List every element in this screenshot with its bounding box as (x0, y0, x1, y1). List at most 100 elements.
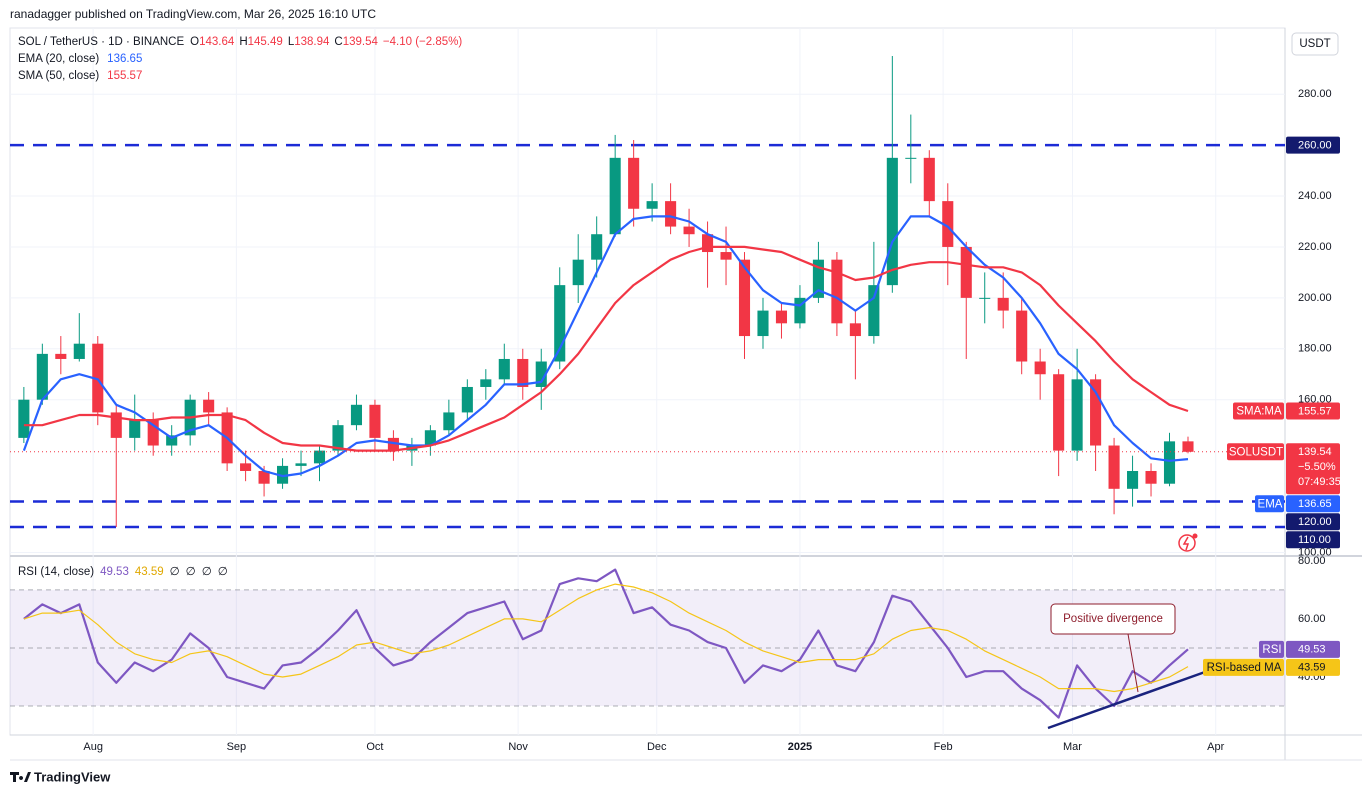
x-tick-label: Feb (934, 741, 953, 753)
candle-body (554, 285, 566, 362)
legend-part: −4.10 (−2.85%) (383, 36, 462, 48)
candle-body (812, 259, 824, 298)
badge-value: 139.54 (1298, 446, 1332, 458)
candle-body (794, 297, 806, 324)
badge-value-box (1286, 513, 1340, 531)
y-tick-label: 200.00 (1298, 292, 1332, 304)
candle-body (424, 430, 436, 446)
badge-label-box (1255, 495, 1284, 513)
legend-part: C (334, 36, 342, 48)
candle-body (757, 310, 769, 337)
candle-body (720, 252, 732, 260)
candle-body (960, 246, 972, 298)
indicator-line (23, 245, 1189, 452)
candle-body (517, 358, 529, 387)
candle-body (55, 353, 67, 359)
candle-body (868, 285, 880, 337)
candle-body (609, 157, 621, 235)
badge-value-box (1286, 640, 1340, 658)
badge-label-box (1233, 402, 1284, 420)
candle-body (628, 157, 640, 209)
currency-box (1291, 32, 1339, 56)
legend-part: ∅ (218, 566, 228, 578)
candle-body (1163, 441, 1176, 484)
candle-body (1127, 470, 1139, 489)
badge-value-box (1286, 443, 1340, 495)
rsi-trendline (1047, 670, 1206, 730)
badge-value: 43.59 (1298, 662, 1326, 674)
candle-body (1090, 379, 1102, 446)
candle-body (480, 379, 492, 387)
badge-value: 260.00 (1298, 140, 1332, 152)
badge-label: SOLUSDT (1229, 446, 1283, 458)
candle-body (572, 259, 584, 286)
candle-body (905, 157, 917, 159)
badge-value-box (1286, 531, 1340, 549)
x-tick-label: Oct (366, 741, 383, 753)
badge-value: −5.50% (1298, 461, 1336, 473)
candle-body (277, 465, 289, 484)
candle-body (129, 420, 141, 438)
legend-part: 43.59 (135, 566, 164, 578)
y-tick-label: 240.00 (1298, 190, 1332, 202)
x-tick-label: Mar (1063, 741, 1082, 753)
candle-body (147, 420, 159, 446)
candle-body (997, 297, 1009, 311)
callout-text: Positive divergence (1063, 613, 1163, 625)
candle-body (1108, 445, 1120, 489)
legend-part: 138.94 (294, 36, 330, 48)
logo[interactable]: TradingView (10, 769, 111, 784)
badge-label: SMA:MA (1236, 406, 1282, 418)
alert-icon[interactable] (1178, 534, 1196, 552)
currency: USDT (1299, 38, 1330, 50)
callout-pointer (1127, 633, 1139, 693)
logo-text: TradingView (34, 769, 111, 784)
legend: SMA (50, close) 155.57 (18, 70, 142, 82)
candle-body (923, 157, 935, 202)
candle-body (1016, 310, 1028, 362)
candle-body (738, 259, 751, 337)
x-tick-label: 2025 (788, 741, 812, 753)
candle-body (258, 470, 270, 484)
candle-body (203, 399, 215, 413)
candle-body (461, 386, 473, 413)
alert-bolt (1182, 536, 1190, 551)
alert-dot (1192, 533, 1198, 539)
badge-label-box (1259, 640, 1284, 658)
badge-value: 110.00 (1298, 534, 1331, 546)
candle-body (535, 361, 547, 387)
x-tick-label: Aug (83, 741, 103, 753)
candle-body (831, 259, 843, 324)
y-tick-label: 220.00 (1298, 241, 1332, 253)
legend-part: 143.64 (199, 36, 235, 48)
legend-part: 136.65 (107, 53, 142, 65)
candle-body (92, 343, 104, 413)
candle-body (1053, 374, 1065, 451)
candle-body (369, 404, 381, 438)
candle-body (591, 234, 603, 260)
badge-value: 49.53 (1298, 644, 1326, 656)
candle-body (886, 157, 898, 286)
badge-label-box (1203, 658, 1284, 676)
y-tick-label: 180.00 (1298, 343, 1332, 355)
callout-box (1050, 603, 1176, 635)
rsi-tick-label: 60.00 (1298, 613, 1326, 625)
candle-body (775, 310, 788, 324)
badge-value: 136.65 (1298, 498, 1332, 510)
candle-body (646, 201, 658, 209)
candle-body (332, 425, 344, 451)
candle-body (313, 450, 326, 464)
legend-part: SMA (50, close) (18, 70, 99, 82)
badge-value: 120.00 (1298, 516, 1332, 528)
badge-label: RSI-based MA (1207, 662, 1282, 674)
badge-value: 07:49:35 (1298, 476, 1341, 488)
publisher: ranadagger published on TradingView.com,… (10, 7, 376, 21)
badge-value-box (1286, 402, 1340, 420)
x-tick-label: Sep (227, 741, 247, 753)
legend-part: 145.49 (248, 36, 283, 48)
candle-body (73, 343, 85, 359)
y-tick-label: 100.00 (1298, 546, 1332, 558)
candle-body (295, 463, 307, 466)
candle-body (942, 201, 954, 247)
